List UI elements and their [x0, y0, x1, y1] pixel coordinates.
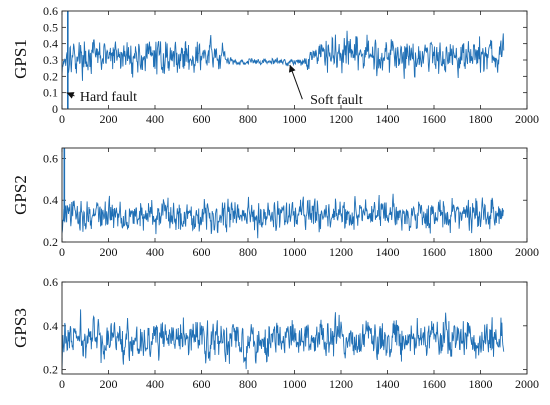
y-tick-label: 0	[52, 102, 58, 116]
x-tick-label: 400	[146, 245, 164, 259]
gps3-panel: GPS3 0 200 400 600 800 1000 1200 1400 1600 1800 20…	[11, 275, 539, 391]
x-tick-label: 600	[193, 245, 211, 259]
x-tick-label: 1400	[376, 377, 400, 391]
gps3-plot	[61, 281, 528, 375]
y-tick-label: 0.6	[43, 151, 58, 165]
gps2-axis-label: GPS2	[11, 175, 30, 215]
x-tick-label: 200	[100, 377, 118, 391]
x-tick-label: 0	[59, 245, 65, 259]
x-tick-label: 1200	[329, 377, 353, 391]
y-tick-label: 0.4	[43, 319, 58, 333]
gps2-panel: GPS2 0 200 400 600 800 1000 1200 1400 1600 1800 20…	[11, 147, 539, 259]
annotation-arrowhead	[288, 64, 296, 73]
x-tick-label: 1400	[376, 112, 400, 126]
annotation-label: Hard fault	[80, 90, 137, 105]
x-tick-label: 2000	[515, 245, 539, 259]
x-tick-label: 800	[239, 377, 257, 391]
x-tick-label: 1800	[469, 377, 493, 391]
series-line	[62, 30, 505, 81]
y-tick-label: 0.1	[43, 86, 58, 100]
series-line	[62, 193, 505, 239]
gps1-axis-label: GPS1	[11, 39, 30, 79]
y-tick-label: 0.6	[43, 4, 58, 18]
x-tick-label: 200	[100, 245, 118, 259]
x-tick-label: 800	[239, 112, 257, 126]
x-tick-label: 1800	[469, 112, 493, 126]
x-tick-label: 1400	[376, 245, 400, 259]
x-tick-label: 0	[59, 112, 65, 126]
y-tick-label: 0.6	[43, 275, 58, 289]
annotation-label: Soft fault	[310, 93, 363, 108]
axes-frame	[61, 10, 528, 110]
y-tick-label: 0.2	[43, 363, 58, 377]
y-tick-label: 0.3	[43, 53, 58, 67]
y-tick-label: 0.4	[43, 193, 58, 207]
gps1-panel: GPS1 0 200 400 600 800 1000 1200 1400 1600 1800 20…	[11, 4, 539, 126]
gps3-axis-label: GPS3	[11, 308, 30, 348]
y-tick-label: 0.2	[43, 69, 58, 83]
x-tick-label: 400	[146, 112, 164, 126]
y-tick-label: 0.4	[43, 37, 58, 51]
x-tick-label: 2000	[515, 377, 539, 391]
x-tick-label: 600	[193, 112, 211, 126]
gps3-ticks: 0 200 400 600 800 1000 1200 1400 1600 1800 2000 0.2…	[43, 275, 539, 391]
x-tick-label: 400	[146, 377, 164, 391]
x-tick-label: 1000	[283, 112, 307, 126]
x-tick-label: 1000	[283, 245, 307, 259]
x-tick-label: 600	[193, 377, 211, 391]
x-tick-label: 200	[100, 112, 118, 126]
gps2-plot	[61, 147, 528, 243]
x-tick-label: 1200	[329, 245, 353, 259]
y-tick-label: 0.2	[43, 235, 58, 249]
x-tick-label: 1600	[422, 377, 446, 391]
x-tick-label: 800	[239, 245, 257, 259]
x-tick-label: 2000	[515, 112, 539, 126]
x-tick-label: 1800	[469, 245, 493, 259]
axes-frame	[61, 281, 528, 375]
axes-frame	[61, 147, 528, 243]
x-tick-label: 1200	[329, 112, 353, 126]
gps1-annotations: Hard fault Soft fault	[66, 64, 363, 108]
x-tick-label: 1000	[283, 377, 307, 391]
gps1-ticks: 0 200 400 600 800 1000 1200 1400 1600 1800 200000.…	[43, 4, 539, 126]
y-tick-label: 0.5	[43, 20, 58, 34]
x-tick-label: 1600	[422, 245, 446, 259]
series-line	[62, 309, 505, 370]
annotation-arrowhead	[66, 92, 75, 99]
gps2-ticks: 0 200 400 600 800 1000 1200 1400 1600 1800 2000 0.2…	[43, 148, 539, 259]
x-tick-label: 0	[59, 377, 65, 391]
x-tick-label: 1600	[422, 112, 446, 126]
